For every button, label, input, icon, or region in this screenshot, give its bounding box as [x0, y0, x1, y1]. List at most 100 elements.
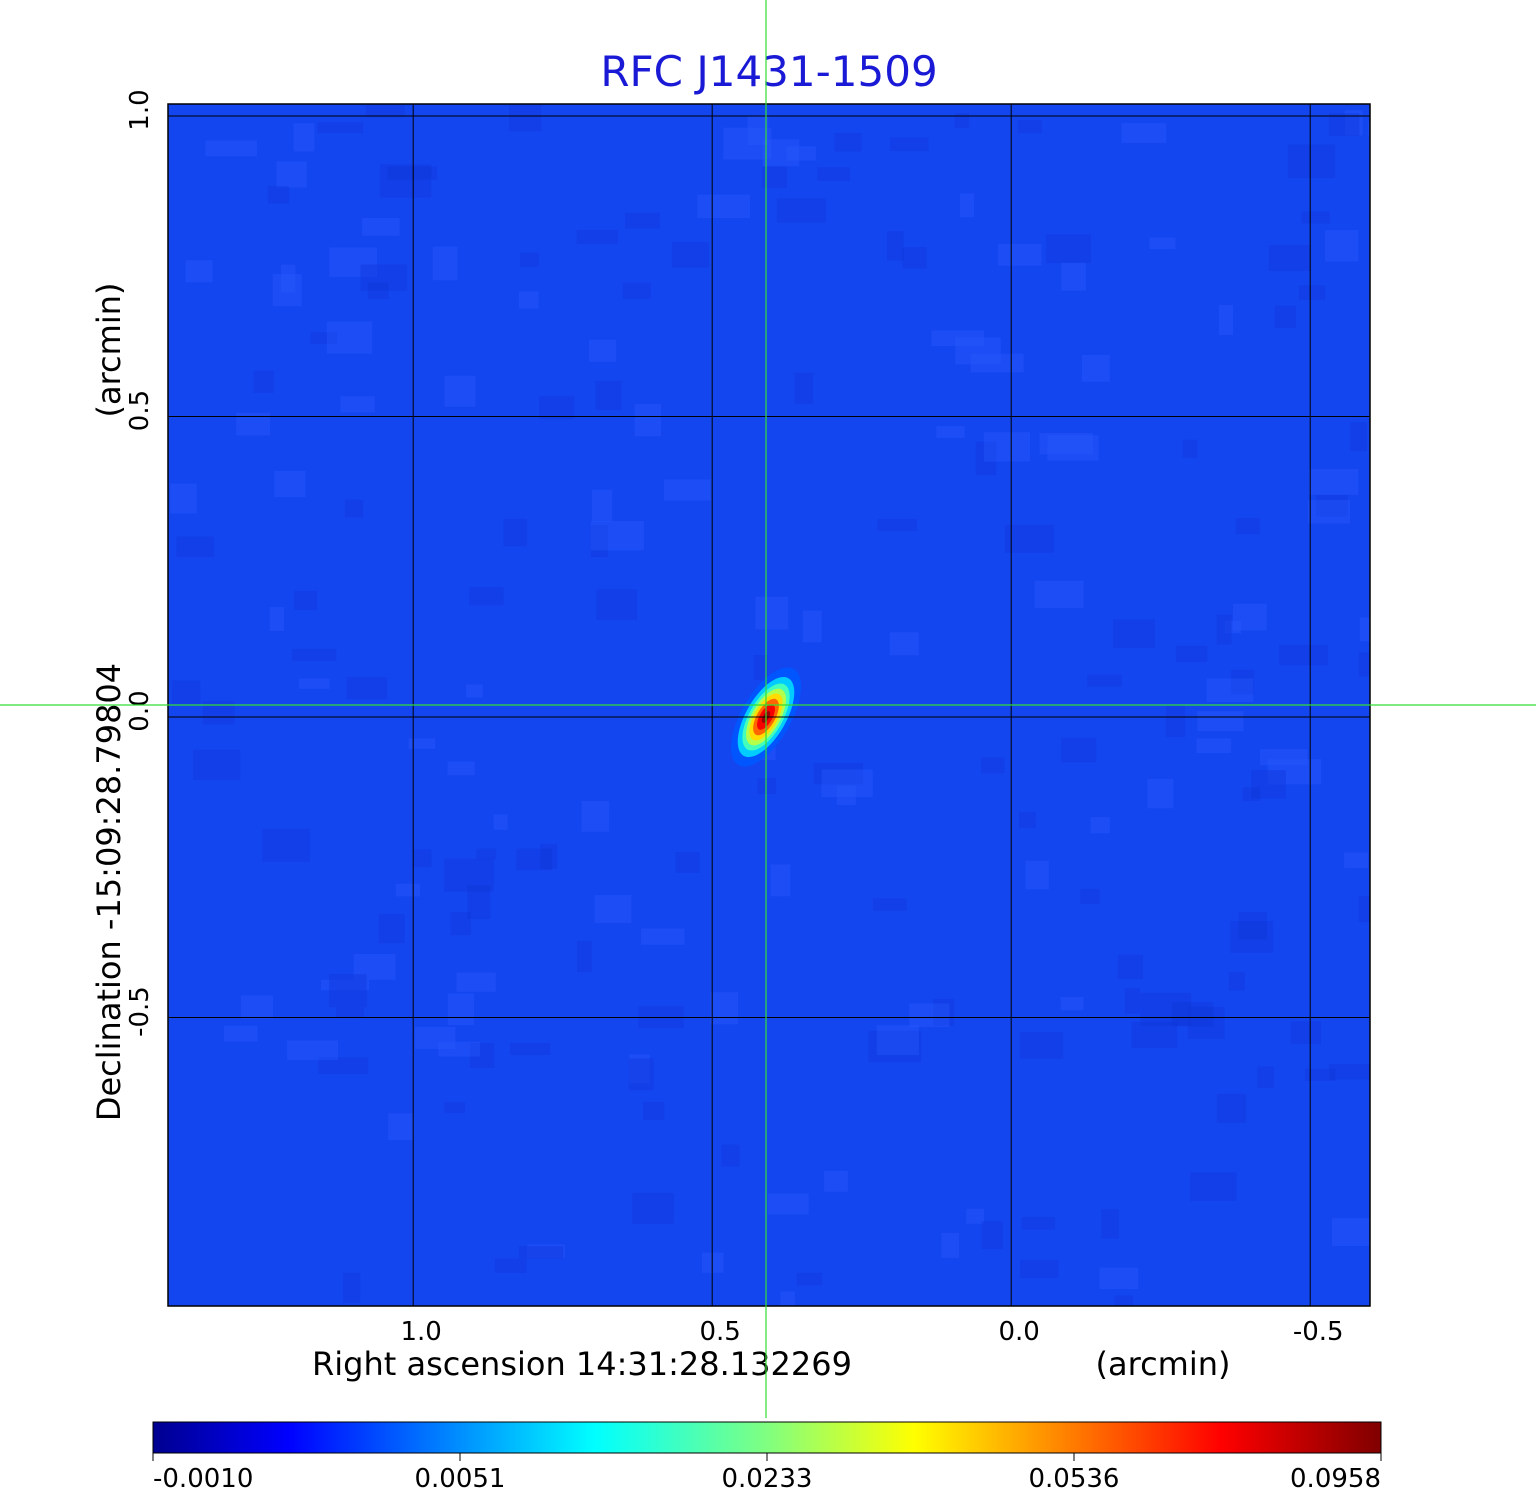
noise-patch: [868, 1030, 922, 1063]
noise-patch: [757, 778, 777, 794]
noise-patch: [1112, 619, 1156, 648]
noise-patch: [889, 632, 919, 656]
noise-patch: [527, 1244, 565, 1258]
noise-patch: [1344, 852, 1368, 869]
noise-patch: [1274, 305, 1297, 328]
noise-patch: [931, 330, 985, 347]
noise-patch: [1197, 711, 1244, 732]
noise-patch: [959, 193, 975, 218]
x-tick-label: -0.5: [1293, 1317, 1344, 1347]
noise-patch: [1087, 674, 1122, 687]
noise-patch: [723, 127, 772, 160]
noise-patch: [1218, 304, 1234, 336]
noise-patch: [998, 243, 1042, 266]
noise-patch: [267, 186, 290, 204]
noise-patch: [274, 470, 306, 498]
noise-patch: [360, 264, 408, 291]
noise-patch: [836, 785, 856, 806]
noise-patch: [1117, 954, 1143, 979]
noise-patch: [872, 898, 907, 911]
noise-patch: [1257, 1066, 1275, 1088]
noise-patch: [1165, 705, 1186, 738]
colorbar-tick-label: 0.0051: [415, 1464, 506, 1494]
y-tick-label: 0.0: [125, 690, 155, 731]
noise-patch: [877, 518, 917, 531]
noise-patch: [1331, 1218, 1370, 1247]
noise-patch: [365, 105, 405, 118]
noise-patch: [470, 1043, 495, 1068]
noise-patch: [671, 242, 709, 268]
noise-patch: [1359, 617, 1370, 642]
noise-patch: [933, 998, 955, 1026]
noise-patch: [794, 372, 813, 404]
noise-patch: [581, 800, 610, 832]
noise-patch: [262, 828, 310, 862]
x-axis-unit: (arcmin): [1096, 1345, 1231, 1383]
noise-patch: [767, 1193, 809, 1215]
x-tick-labels: 1.0 0.5 0.0 -0.5: [401, 1317, 1344, 1347]
noise-patch: [1316, 494, 1348, 517]
noise-patch: [1061, 737, 1097, 763]
noise-patch: [954, 113, 970, 128]
noise-patch: [310, 332, 338, 344]
noise-patch: [591, 489, 613, 522]
noise-patch: [1090, 817, 1110, 834]
noise-patch: [887, 230, 904, 261]
noise-patch: [675, 852, 700, 873]
noise-patch: [1099, 1267, 1139, 1290]
noise-patch: [902, 247, 927, 269]
noise-patch: [432, 246, 458, 281]
noise-patch: [975, 441, 997, 476]
colorbar-tick-label: -0.0010: [153, 1464, 253, 1494]
noise-patch: [590, 524, 608, 557]
noise-patch: [205, 140, 257, 157]
noise-patch: [981, 1221, 1004, 1250]
noise-patch: [272, 274, 302, 307]
noise-patch: [438, 1041, 481, 1057]
noise-patch: [240, 995, 274, 1019]
noise-patch: [1299, 285, 1325, 301]
noise-patch: [280, 264, 296, 293]
noise-patch: [1019, 811, 1036, 829]
noise-patch: [326, 321, 373, 354]
noise-patch: [780, 1291, 795, 1306]
noise-patch: [1061, 262, 1086, 291]
noise-patch: [966, 1208, 984, 1224]
noise-patch: [493, 814, 508, 830]
noise-patch: [346, 676, 388, 700]
noise-patch: [747, 115, 769, 146]
noise-patch: [641, 928, 685, 945]
noise-patch: [456, 972, 496, 992]
noise-patch: [467, 885, 491, 919]
noise-patch: [1301, 211, 1330, 224]
noise-patch: [414, 1026, 456, 1049]
noise-patch: [223, 1025, 258, 1042]
noise-patch: [1216, 614, 1232, 645]
noise-patch: [643, 1101, 665, 1121]
noise-patch: [343, 1272, 361, 1303]
y-axis-label: Declination -15:09:28.79804: [90, 663, 128, 1121]
noise-patch: [1147, 778, 1174, 809]
noise-patch: [362, 217, 400, 236]
noise-patch: [981, 757, 1005, 774]
noise-patch: [466, 684, 483, 698]
x-tick-label: 0.0: [999, 1317, 1040, 1347]
noise-patch: [340, 396, 375, 413]
noise-patch: [955, 337, 1001, 365]
noise-patch: [1131, 1021, 1178, 1049]
colorbar-ticks: -0.0010 0.0051 0.0233 0.0536 0.0958: [152, 1453, 1382, 1494]
y-tick-label: -0.5: [125, 986, 155, 1037]
noise-patch: [444, 858, 494, 892]
noise-patch: [1324, 230, 1359, 262]
noise-patch: [444, 375, 476, 407]
noise-patch: [1018, 120, 1042, 134]
noise-patch: [1224, 620, 1242, 634]
noise-patch: [1368, 121, 1370, 137]
noise-patch: [450, 911, 471, 936]
noise-patch: [909, 1003, 950, 1028]
noise-patch: [753, 655, 768, 681]
noise-patch: [1251, 770, 1286, 799]
noise-patch: [776, 198, 826, 223]
noise-patch: [1259, 749, 1308, 766]
